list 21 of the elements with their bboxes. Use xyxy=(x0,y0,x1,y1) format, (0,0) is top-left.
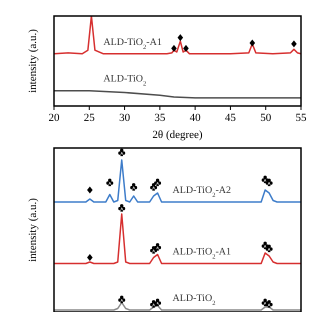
y-axis-title: intensity (a.u.) xyxy=(27,28,39,93)
series-label: ALD-TiO$_{2}$ xyxy=(172,293,216,306)
x-tick-label: 20 xyxy=(48,112,60,124)
x-tick-label: 25 xyxy=(84,112,96,124)
series-label: ALD-TiO$_{2}$ xyxy=(103,74,146,88)
point xyxy=(183,44,189,52)
x-tick-label: 55 xyxy=(296,112,307,124)
y-axis-title: intensity (a.u.) xyxy=(27,198,39,262)
point xyxy=(291,40,297,48)
x-tick-label: 45 xyxy=(224,112,236,124)
x-tick-label: 30 xyxy=(119,112,131,124)
x-tick-label: 40 xyxy=(190,112,202,124)
x-tick-label: 50 xyxy=(260,112,272,124)
x-tick-label: 35 xyxy=(154,112,166,124)
point xyxy=(178,34,184,42)
point xyxy=(171,44,177,52)
series-label: ALD-TiO$_{2}$-A2 xyxy=(172,185,232,198)
series-label: ALD-TiO$_{2}$-A1 xyxy=(103,36,162,50)
series-label: ALD-TiO$_{2}$-A1 xyxy=(172,246,232,260)
point xyxy=(250,40,256,46)
x-axis-title: 2θ (degree) xyxy=(152,129,203,141)
